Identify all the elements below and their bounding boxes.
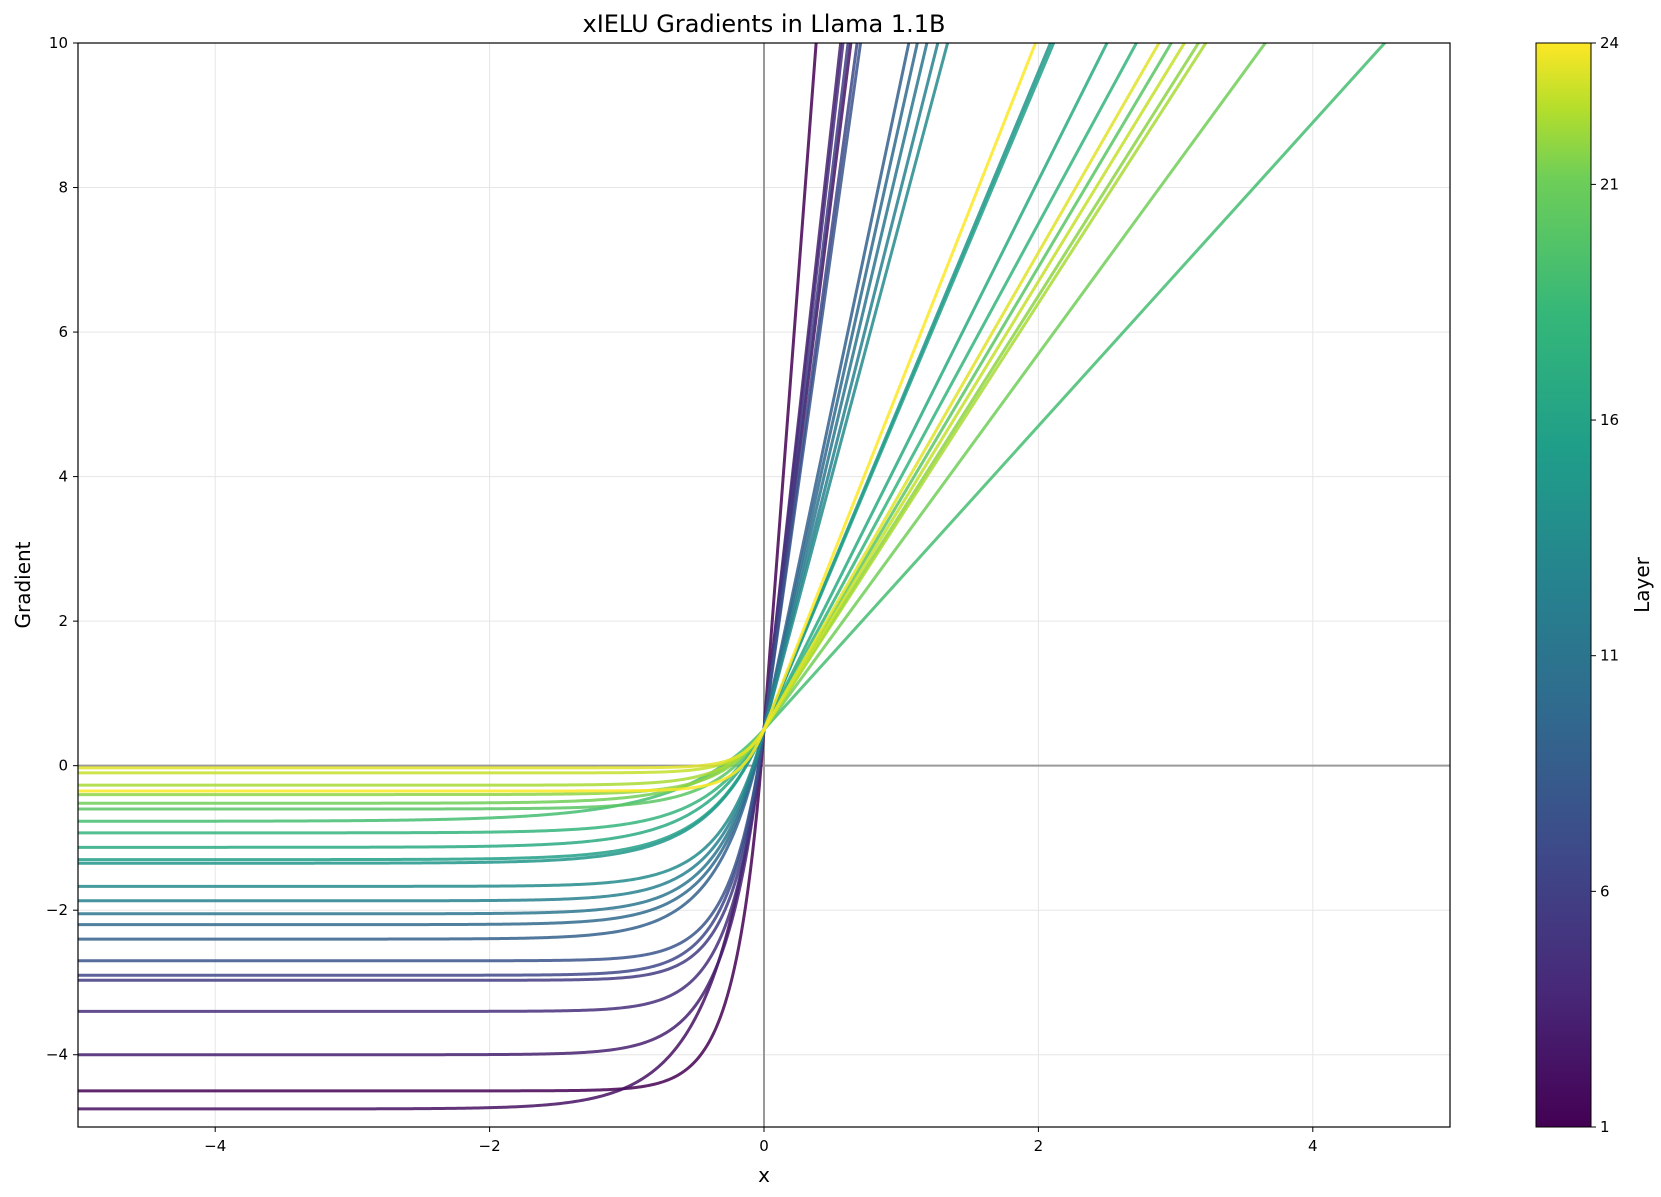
y-tick-label: 0 xyxy=(58,757,68,775)
series-line-layer-17 xyxy=(78,43,1387,823)
series-line-layer-6 xyxy=(78,43,859,977)
x-axis-label: x xyxy=(758,1163,770,1187)
colorbar-label: Layer xyxy=(1630,556,1654,613)
series-line-layer-12 xyxy=(78,43,950,888)
x-tick-label: 4 xyxy=(1308,1137,1318,1155)
colorbar-tick-label: 1 xyxy=(1600,1118,1610,1136)
series-line-layer-4 xyxy=(78,43,845,1013)
y-axis-label: Gradient xyxy=(11,541,35,628)
x-tick-label: 2 xyxy=(1034,1137,1044,1155)
x-tick-label: 0 xyxy=(759,1137,769,1155)
series-line-layer-3 xyxy=(78,43,843,1057)
series-line-layer-24 xyxy=(78,43,1038,793)
y-tick-label: 4 xyxy=(58,468,68,486)
colorbar-tick-label: 6 xyxy=(1600,882,1610,900)
series-line-layer-9 xyxy=(78,43,919,927)
y-tick-label: 8 xyxy=(58,179,68,197)
series-line-layer-14 xyxy=(78,43,1056,862)
colorbar xyxy=(1535,42,1592,1128)
y-axis-ticks: −4 −2 0 2 4 6 8 10 xyxy=(46,34,78,1064)
series-line-layer-16 xyxy=(78,43,1139,835)
x-axis-ticks: −4 −2 0 2 4 xyxy=(204,1127,1318,1155)
series-line-layer-21 xyxy=(78,43,1208,787)
series-line-layer-1 xyxy=(78,43,818,1093)
series-line-layer-8 xyxy=(78,43,911,941)
series-line-layer-7 xyxy=(78,43,863,963)
y-tick-label: −2 xyxy=(46,901,68,919)
series-lines xyxy=(78,43,1387,1111)
series-line-layer-10 xyxy=(78,43,929,916)
series-line-layer-11 xyxy=(78,43,940,903)
series-line-layer-15 xyxy=(78,43,1109,849)
series-line-layer-18 xyxy=(78,43,1174,811)
x-tick-label: −4 xyxy=(204,1137,226,1155)
x-tick-label: −2 xyxy=(479,1137,501,1155)
chart-title: xIELU Gradients in Llama 1.1B xyxy=(582,10,945,38)
colorbar-tick-label: 16 xyxy=(1600,411,1619,429)
series-line-layer-19 xyxy=(78,43,1268,805)
colorbar-tick-label: 11 xyxy=(1600,647,1619,665)
y-tick-label: 10 xyxy=(49,34,68,52)
reference-lines xyxy=(78,43,1450,1127)
y-tick-label: 6 xyxy=(58,323,68,341)
series-line-layer-2 xyxy=(78,43,853,1111)
series-line-layer-5 xyxy=(78,43,850,982)
y-tick-label: −4 xyxy=(46,1046,68,1064)
y-tick-label: 2 xyxy=(58,612,68,630)
series-line-layer-13 xyxy=(78,43,1053,865)
colorbar-tick-label: 24 xyxy=(1600,34,1619,52)
series-line-layer-22 xyxy=(78,43,1187,775)
colorbar-tick-label: 21 xyxy=(1600,175,1619,193)
series-line-layer-23 xyxy=(78,43,1161,770)
